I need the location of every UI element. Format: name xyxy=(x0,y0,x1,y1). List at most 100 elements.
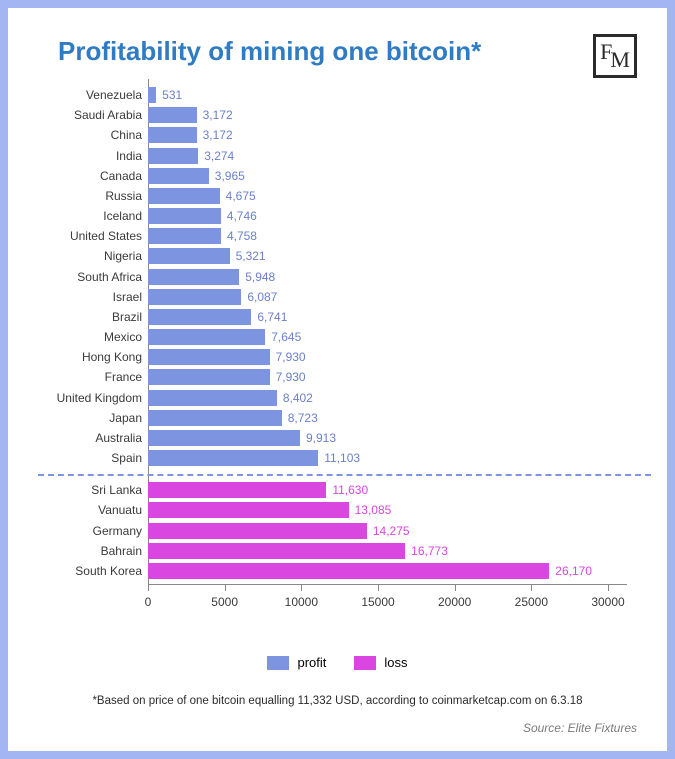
bar xyxy=(148,309,251,325)
bar xyxy=(148,107,197,123)
bar xyxy=(148,228,221,244)
legend-swatch xyxy=(354,656,376,670)
category-label: India xyxy=(116,146,142,166)
bar xyxy=(148,410,282,426)
value-label: 5,321 xyxy=(236,246,266,266)
chart-title: Profitability of mining one bitcoin* xyxy=(58,36,637,67)
value-label: 11,630 xyxy=(332,480,368,500)
category-label: Israel xyxy=(113,287,142,307)
bar-row: South Africa5,948 xyxy=(148,267,627,287)
value-label: 6,741 xyxy=(257,307,287,327)
bar xyxy=(148,208,221,224)
chart-area: Venezuela531Saudi Arabia3,172China3,172I… xyxy=(38,79,637,619)
legend-item: loss xyxy=(354,655,407,670)
x-tick-label: 20000 xyxy=(438,595,471,609)
x-tick xyxy=(608,585,609,591)
bar-row: Venezuela531 xyxy=(148,85,627,105)
bar-row: United States4,758 xyxy=(148,226,627,246)
bar xyxy=(148,369,270,385)
x-tick xyxy=(378,585,379,591)
category-label: Mexico xyxy=(104,327,142,347)
category-label: Sri Lanka xyxy=(91,480,142,500)
bar xyxy=(148,188,220,204)
category-label: United Kingdom xyxy=(57,388,142,408)
x-tick-label: 15000 xyxy=(361,595,394,609)
bar xyxy=(148,329,265,345)
value-label: 3,965 xyxy=(215,166,245,186)
bar xyxy=(148,543,405,559)
value-label: 26,170 xyxy=(555,561,592,581)
bar-row: Saudi Arabia3,172 xyxy=(148,105,627,125)
legend-item: profit xyxy=(267,655,326,670)
value-label: 13,085 xyxy=(355,500,392,520)
x-tick-label: 25000 xyxy=(515,595,548,609)
x-tick-label: 5000 xyxy=(211,595,238,609)
bar-row: Nigeria5,321 xyxy=(148,246,627,266)
fm-logo: F M xyxy=(593,34,637,78)
bar xyxy=(148,482,326,498)
x-tick-label: 30000 xyxy=(591,595,624,609)
category-label: Canada xyxy=(100,166,142,186)
value-label: 11,103 xyxy=(324,448,360,468)
value-label: 9,913 xyxy=(306,428,336,448)
value-label: 4,675 xyxy=(226,186,256,206)
outer-frame: F M Profitability of mining one bitcoin*… xyxy=(0,0,675,759)
bar-row: Iceland4,746 xyxy=(148,206,627,226)
bar-row: Vanuatu13,085 xyxy=(148,500,627,520)
value-label: 3,172 xyxy=(203,105,233,125)
category-label: South Africa xyxy=(77,267,142,287)
bar xyxy=(148,450,318,466)
category-label: Brazil xyxy=(112,307,142,327)
category-label: Japan xyxy=(109,408,142,428)
x-tick xyxy=(225,585,226,591)
x-tick xyxy=(455,585,456,591)
x-tick xyxy=(148,585,149,591)
inner-frame: F M Profitability of mining one bitcoin*… xyxy=(8,8,667,751)
x-tick-label: 0 xyxy=(145,595,152,609)
category-label: Hong Kong xyxy=(82,347,142,367)
bar xyxy=(148,349,270,365)
bar-row: South Korea26,170 xyxy=(148,561,627,581)
value-label: 3,274 xyxy=(204,146,234,166)
legend: profit loss xyxy=(38,655,637,673)
value-label: 4,758 xyxy=(227,226,257,246)
category-label: Nigeria xyxy=(104,246,142,266)
value-label: 8,723 xyxy=(288,408,318,428)
category-label: Spain xyxy=(111,448,142,468)
category-label: United States xyxy=(70,226,142,246)
bar xyxy=(148,563,549,579)
x-tick xyxy=(301,585,302,591)
bar-row: France7,930 xyxy=(148,367,627,387)
bar xyxy=(148,248,230,264)
bar-row: India3,274 xyxy=(148,146,627,166)
profit-loss-divider xyxy=(38,474,651,476)
category-label: South Korea xyxy=(75,561,142,581)
value-label: 4,746 xyxy=(227,206,257,226)
logo-letter-m: M xyxy=(610,49,630,71)
x-tick-label: 10000 xyxy=(285,595,318,609)
bar-row: Spain11,103 xyxy=(148,448,627,468)
bar-row: Bahrain16,773 xyxy=(148,541,627,561)
legend-label: loss xyxy=(384,655,407,670)
x-tick xyxy=(531,585,532,591)
category-label: Iceland xyxy=(103,206,142,226)
value-label: 7,930 xyxy=(276,347,306,367)
bar-row: Mexico7,645 xyxy=(148,327,627,347)
x-axis xyxy=(148,584,627,585)
category-label: Venezuela xyxy=(86,85,142,105)
bar xyxy=(148,127,197,143)
bar-row: Russia4,675 xyxy=(148,186,627,206)
value-label: 5,948 xyxy=(245,267,275,287)
category-label: Bahrain xyxy=(101,541,142,561)
bar-row: Sri Lanka11,630 xyxy=(148,480,627,500)
bar xyxy=(148,148,198,164)
bar-row: Hong Kong7,930 xyxy=(148,347,627,367)
legend-label: profit xyxy=(297,655,326,670)
bar-row: United Kingdom8,402 xyxy=(148,388,627,408)
bar xyxy=(148,269,239,285)
bar xyxy=(148,390,277,406)
value-label: 16,773 xyxy=(411,541,448,561)
value-label: 3,172 xyxy=(203,125,233,145)
bar xyxy=(148,168,209,184)
legend-swatch xyxy=(267,656,289,670)
